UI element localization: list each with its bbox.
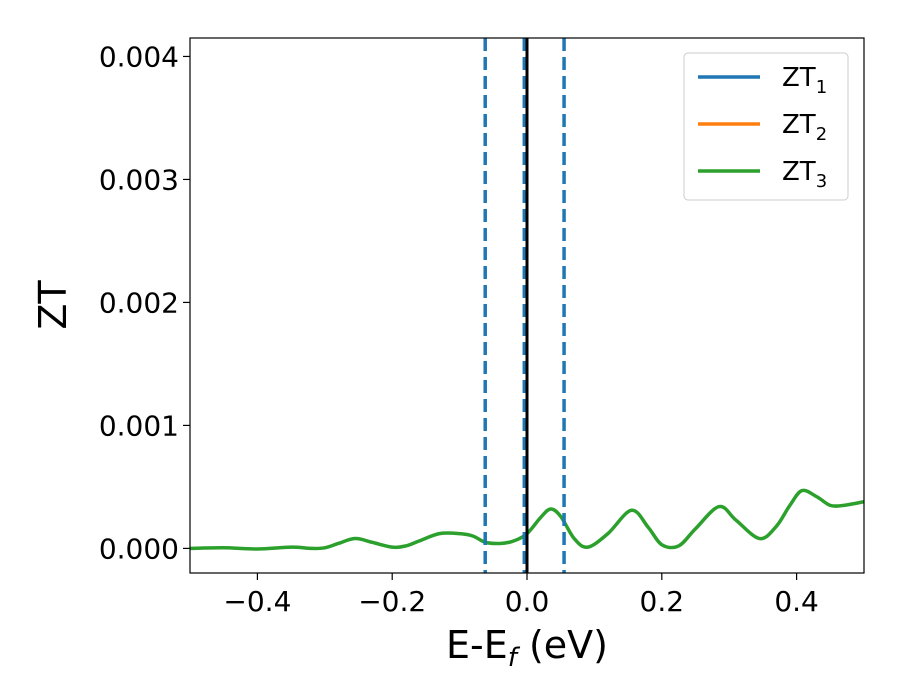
y-axis-label: ZT — [31, 280, 75, 330]
legend-label-1: ZT1 — [782, 63, 827, 98]
y-tick-label: 0.002 — [99, 286, 179, 319]
x-tick-label: −0.4 — [223, 585, 291, 618]
y-tick-label: 0.004 — [99, 40, 179, 73]
x-tick-label: 0.4 — [774, 585, 819, 618]
y-tick-label: 0.000 — [99, 532, 179, 565]
x-axis: −0.4 −0.2 0.0 0.2 0.4 — [223, 573, 819, 618]
x-tick-label: 0.2 — [640, 585, 685, 618]
y-tick-label: 0.001 — [99, 409, 179, 442]
y-tick-label: 0.003 — [99, 163, 179, 196]
x-axis-label: E-Ef (eV) — [446, 623, 608, 673]
series-line-3 — [190, 488, 864, 551]
y-axis: 0.000 0.001 0.002 0.003 0.004 — [99, 40, 190, 565]
legend-label-2: ZT2 — [782, 110, 827, 145]
legend: ZT1 ZT2 ZT3 — [683, 52, 849, 201]
legend-label-3: ZT3 — [782, 157, 827, 192]
x-tick-label: −0.2 — [358, 585, 426, 618]
plot-area — [190, 38, 864, 573]
x-tick-label: 0.0 — [505, 585, 550, 618]
legend-box — [683, 52, 849, 201]
